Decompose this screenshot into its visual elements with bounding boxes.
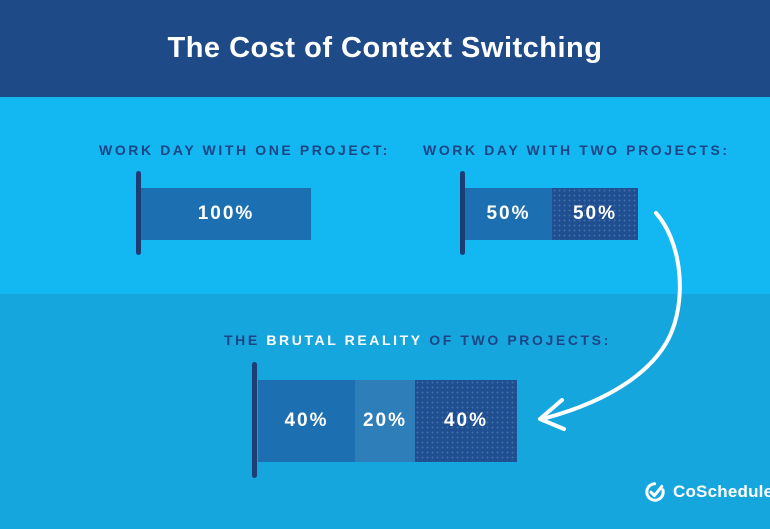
- bar-segment-50-a: 50%: [465, 188, 552, 240]
- coschedule-logo-text: CoSchedule: [673, 482, 770, 501]
- label-of: OF: [429, 332, 454, 348]
- chart-one-project-label: WORK DAY WITH ONE PROJECT:: [99, 142, 387, 158]
- bar-segment-40-a: 40%: [258, 380, 355, 462]
- header-band: The Cost of Context Switching: [0, 0, 770, 97]
- chart-brutal-reality-bar: 40% 20% 40%: [258, 380, 517, 462]
- segment-value-label: 40%: [284, 410, 329, 431]
- coschedule-logo: CoSchedule: [644, 481, 770, 503]
- segment-value-label: 50%: [486, 203, 531, 224]
- chart-two-projects-bar: 50% 50%: [465, 188, 638, 240]
- bar-segment-50-b: 50%: [552, 188, 638, 240]
- coschedule-check-icon: [645, 482, 665, 502]
- label-prefix: WORK DAY WITH: [423, 142, 573, 158]
- chart-brutal-reality-label: THE BRUTAL REALITY OF TWO PROJECTS:: [224, 332, 608, 348]
- segment-value-label: 100%: [197, 203, 255, 224]
- segment-value-label: 40%: [443, 410, 489, 431]
- bar-segment-40-b: 40%: [415, 380, 517, 462]
- label-bold: TWO PROJECTS:: [579, 142, 730, 158]
- upper-background-band: [0, 97, 770, 294]
- chart-brutal-reality-axis: [252, 362, 257, 478]
- page-title: The Cost of Context Switching: [167, 32, 603, 64]
- chart-one-project-bar: 100%: [141, 188, 311, 240]
- bar-segment-100: 100%: [141, 188, 311, 240]
- segment-value-label: 50%: [572, 203, 618, 224]
- chart-one-project-axis: [136, 171, 141, 255]
- label-prefix: WORK DAY WITH: [99, 142, 249, 158]
- label-highlight: BRUTAL REALITY: [266, 332, 423, 348]
- label-the: THE: [224, 332, 260, 348]
- chart-two-projects-axis: [460, 171, 465, 255]
- bar-segment-20: 20%: [355, 380, 415, 462]
- segment-value-label: 20%: [362, 410, 408, 431]
- label-bold: ONE PROJECT:: [255, 142, 390, 158]
- chart-two-projects-label: WORK DAY WITH TWO PROJECTS:: [423, 142, 727, 158]
- label-bold: TWO PROJECTS:: [460, 332, 611, 348]
